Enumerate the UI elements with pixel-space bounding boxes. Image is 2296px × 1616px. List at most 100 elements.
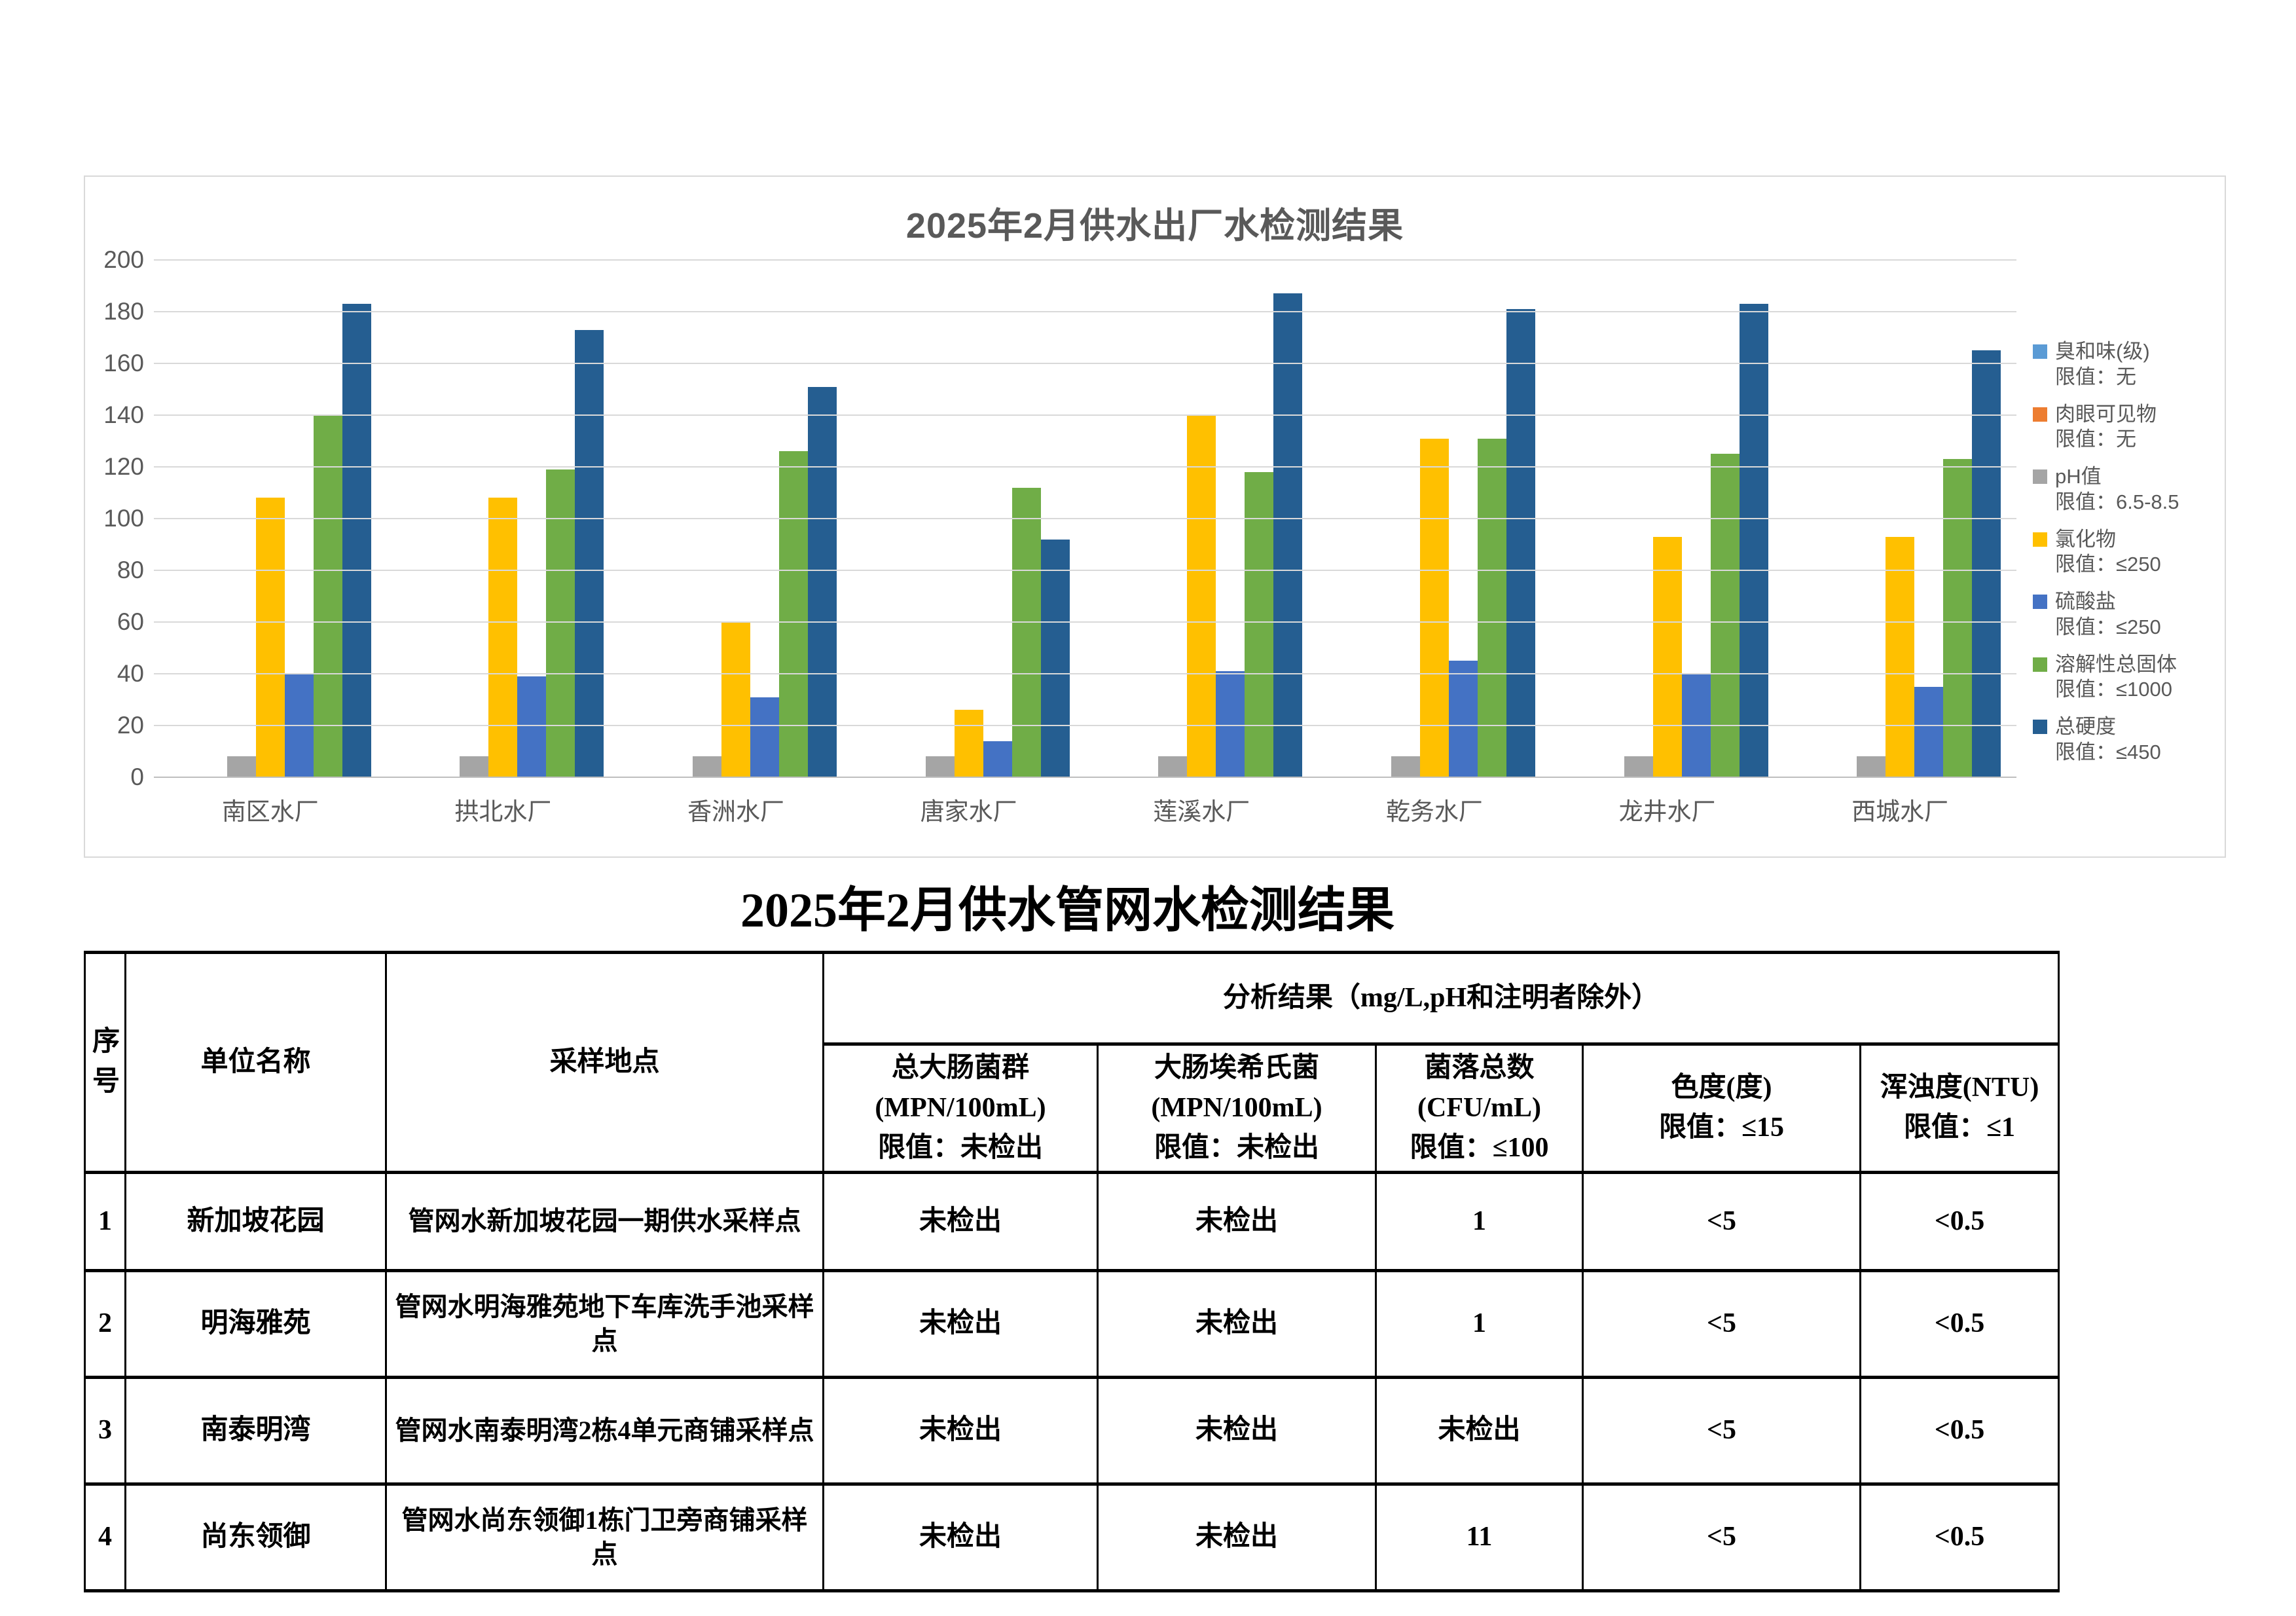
cell-total-coliform: 未检出 (822, 1268, 1099, 1379)
bar (1972, 350, 2001, 777)
bar (313, 415, 342, 777)
bar (721, 622, 751, 777)
legend-item: 硫酸盐 限值：≤250 (2033, 589, 2226, 640)
cell-seq: 4 (84, 1482, 126, 1592)
bar (693, 756, 722, 777)
cell-total-coliform: 未检出 (822, 1170, 1099, 1272)
legend-label: 总硬度 限值：≤450 (2055, 715, 2161, 763)
bar-group-4 (852, 260, 1085, 777)
bar (1216, 671, 1245, 777)
cell-location: 管网水南泰明湾2栋4单元商铺采样点 (385, 1375, 824, 1486)
bar (1448, 661, 1478, 777)
cell-unit: 南泰明湾 (124, 1375, 387, 1486)
bar (925, 756, 955, 777)
chart-title: 2025年2月供水出厂水检测结果 (905, 206, 1404, 246)
bar (255, 498, 285, 777)
chart-legend: 臭和味(级) 限值：无肉眼可见物 限值：无 pH值 限值：6.5-8.5 氯化物 限… (2033, 339, 2226, 765)
y-axis-tick-label: 140 (103, 401, 144, 428)
plot-area (154, 259, 2016, 778)
header-unit-name: 单位名称 (124, 951, 387, 1174)
bar (1943, 459, 1973, 777)
y-axis-tick-label: 60 (117, 608, 144, 635)
bar (227, 756, 256, 777)
gridline (154, 725, 2016, 726)
legend-color-swatch (2033, 720, 2047, 734)
y-axis-tick-label: 120 (103, 453, 144, 480)
x-axis-category-label: 莲溪水厂 (1153, 799, 1250, 826)
cell-ecoli: 未检出 (1097, 1268, 1377, 1379)
header-colony-count: 菌落总数 (CFU/mL) 限值：≤100 (1375, 1042, 1584, 1174)
legend-label: 溶解性总固体 限值：≤1000 (2055, 652, 2177, 701)
table-row: 2 明海雅苑 管网水明海雅苑地下车库洗手池采样点 未检出 未检出 1 <5 <0… (84, 1268, 2060, 1379)
bar (517, 676, 547, 777)
y-axis-tick-label: 160 (103, 350, 144, 376)
legend-item: 总硬度 限值：≤450 (2033, 714, 2226, 765)
bar-group-7 (1551, 260, 1784, 777)
table-row: 3 南泰明湾 管网水南泰明湾2栋4单元商铺采样点 未检出 未检出 未检出 <5 … (84, 1375, 2060, 1486)
bar (1419, 438, 1449, 777)
cell-location: 管网水新加坡花园一期供水采样点 (385, 1170, 824, 1272)
cell-seq: 1 (84, 1170, 126, 1272)
legend-item: 臭和味(级) 限值：无 (2033, 339, 2226, 390)
cell-chroma: <5 (1582, 1482, 1861, 1592)
gridline (154, 621, 2016, 623)
x-axis-category-label: 南区水厂 (221, 799, 319, 826)
x-axis-line (154, 777, 2016, 778)
y-axis-tick-label: 80 (117, 557, 144, 583)
bar-groups (154, 260, 2016, 777)
cell-seq: 3 (84, 1375, 126, 1486)
cell-seq: 2 (84, 1268, 126, 1379)
y-axis-tick-label: 40 (117, 660, 144, 687)
bar-group-6 (1318, 260, 1551, 777)
bar (1624, 756, 1653, 777)
cell-turbidity: <0.5 (1859, 1170, 2060, 1272)
table-row: 1 新加坡花园 管网水新加坡花园一期供水采样点 未检出 未检出 1 <5 <0.… (84, 1170, 2060, 1272)
cell-ecoli: 未检出 (1097, 1482, 1377, 1592)
legend-color-swatch (2033, 595, 2047, 609)
bar (1652, 536, 1682, 777)
bar (1857, 756, 1886, 777)
bar (1158, 756, 1188, 777)
legend-label: 肉眼可见物 限值：无 (2055, 402, 2157, 451)
legend-item: pH值 限值：6.5-8.5 (2033, 464, 2226, 515)
y-axis-tick-label: 20 (117, 712, 144, 739)
cell-colony-count: 1 (1375, 1170, 1584, 1272)
x-axis-category-label: 乾务水厂 (1385, 799, 1483, 826)
x-axis-category-label: 香洲水厂 (687, 799, 785, 826)
bar (954, 710, 983, 777)
cell-unit: 尚东领御 (124, 1482, 387, 1592)
gridline (154, 570, 2016, 571)
bar (1011, 487, 1041, 777)
cell-total-coliform: 未检出 (822, 1482, 1099, 1592)
y-axis-tick-label: 180 (103, 298, 144, 325)
cell-turbidity: <0.5 (1859, 1268, 2060, 1379)
header-analysis-group: 分析结果（mg/L,pH和注明者除外） (822, 951, 2060, 1046)
cell-turbidity: <0.5 (1859, 1482, 2060, 1592)
chart-body: 0 20 40 60 80 100 120 140 160 180 200 南区水厂 拱北水厂 香洲水厂… (85, 246, 2225, 836)
header-turbidity: 浑浊度(NTU) 限值：≤1 (1859, 1042, 2060, 1174)
legend-color-swatch (2033, 469, 2047, 484)
bar (1739, 304, 1768, 777)
legend-color-swatch (2033, 407, 2047, 422)
cell-colony-count: 11 (1375, 1482, 1584, 1592)
x-axis-category-label: 西城水厂 (1851, 799, 1949, 826)
gridline (154, 518, 2016, 519)
y-axis-tick-label: 0 (130, 763, 144, 790)
cell-location: 管网水尚东领御1栋门卫旁商铺采样点 (385, 1482, 824, 1592)
bar (1391, 756, 1420, 777)
table-row: 4 尚东领御 管网水尚东领御1栋门卫旁商铺采样点 未检出 未检出 11 <5 <… (84, 1482, 2060, 1592)
legend-label: 氯化物 限值：≤250 (2055, 527, 2161, 576)
bar (342, 304, 371, 777)
header-chroma: 色度(度) 限值：≤15 (1582, 1042, 1861, 1174)
bar (546, 469, 575, 777)
bar (1477, 438, 1506, 777)
bar (1914, 686, 1944, 777)
gridline (154, 414, 2016, 416)
bar (1245, 471, 1274, 777)
legend-item: 氯化物 限值：≤250 (2033, 527, 2226, 578)
bar (1040, 539, 1070, 777)
bar-group-3 (619, 260, 852, 777)
cell-turbidity: <0.5 (1859, 1375, 2060, 1486)
legend-color-swatch (2033, 344, 2047, 359)
pipe-network-result-table: 序 号 单位名称 采样地点 分析结果（mg/L,pH和注明者除外） 总大肠菌群 … (84, 951, 2060, 1592)
